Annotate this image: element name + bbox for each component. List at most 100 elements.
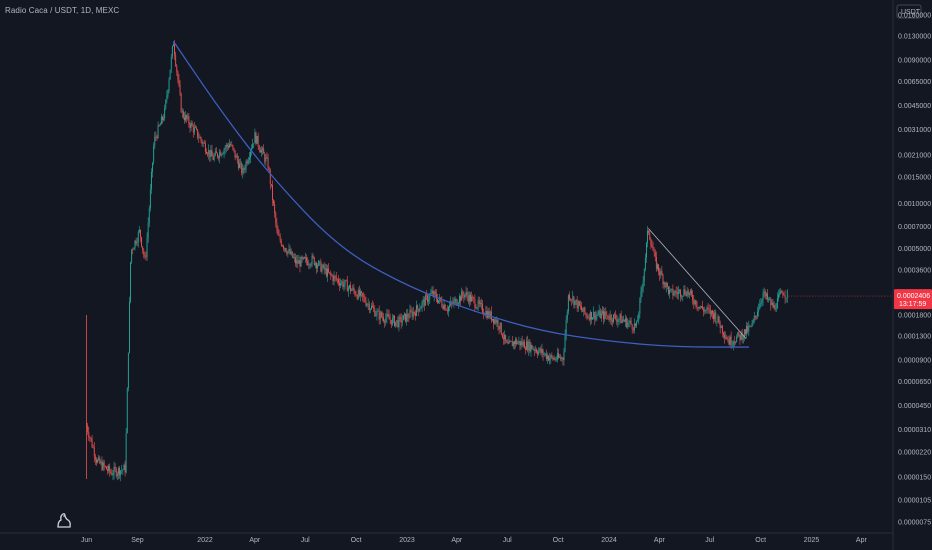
candle-body	[229, 144, 231, 148]
candle-body	[518, 340, 520, 343]
candle-body	[769, 299, 771, 300]
candle-body	[158, 125, 160, 126]
candle-body	[746, 325, 748, 335]
candle-body	[443, 304, 445, 309]
candle-body	[302, 257, 304, 259]
candle-body	[334, 275, 336, 277]
candle-body	[423, 299, 425, 306]
candle-body	[548, 355, 550, 361]
candle-body	[426, 295, 427, 296]
candle-body	[225, 144, 227, 149]
candle-body	[242, 168, 244, 174]
candle-body	[418, 308, 420, 312]
candle-body	[236, 155, 238, 161]
candle-body	[536, 349, 537, 353]
candle-body	[586, 315, 588, 318]
candle-body	[145, 256, 147, 258]
candle-body	[605, 311, 607, 316]
x-tick-label: 2025	[804, 537, 820, 544]
x-tick-label: Jul	[503, 537, 512, 544]
candle-body	[314, 263, 316, 265]
candle-body	[544, 353, 546, 355]
candle-body	[499, 322, 501, 330]
candle-body	[581, 306, 583, 310]
candle-body	[424, 295, 426, 306]
candle-body	[419, 308, 421, 312]
candle-body	[451, 301, 453, 303]
candle-body	[685, 294, 687, 296]
candle-body	[690, 290, 691, 293]
candle-body	[226, 144, 228, 147]
candle-body	[593, 312, 595, 318]
x-tick-label: Apr	[451, 537, 463, 544]
y-tick-label: 0.0000650	[898, 379, 931, 386]
candle-body	[614, 314, 616, 316]
candle-body	[262, 148, 264, 150]
candle-body	[675, 291, 677, 293]
candle-body	[563, 351, 565, 361]
candle-body	[342, 281, 344, 287]
candle-body	[463, 295, 465, 298]
candle-body	[406, 313, 408, 322]
candle-body	[279, 235, 281, 241]
y-tick-label: 0.0000220	[898, 449, 931, 456]
candle-body	[758, 309, 760, 312]
candle-body	[462, 291, 464, 296]
candle-body	[417, 305, 419, 309]
candle-body	[562, 357, 564, 361]
candle-body	[707, 307, 709, 309]
x-tick-label: Sep	[131, 537, 144, 544]
candle-body	[210, 150, 212, 158]
candle-body	[109, 465, 111, 472]
candle-body	[180, 93, 182, 113]
candle-body	[596, 315, 598, 316]
current-price-tag	[894, 289, 932, 310]
candle-body	[749, 325, 751, 327]
candle-body	[212, 156, 214, 160]
candle-body	[87, 425, 89, 432]
candle-body	[178, 79, 180, 85]
candle-body	[338, 279, 339, 283]
candle-body	[285, 248, 287, 252]
candle-body	[391, 317, 393, 325]
candle-body	[613, 314, 614, 322]
candle-body	[162, 116, 163, 120]
candle-body	[191, 123, 193, 126]
candle-body	[691, 290, 693, 295]
candle-body	[585, 313, 587, 316]
candle-body	[725, 337, 727, 338]
candle-body	[703, 308, 705, 312]
candle-body	[153, 146, 155, 163]
candle-body	[220, 151, 222, 156]
candle-body	[538, 350, 540, 355]
candle-body	[114, 466, 116, 469]
candle-body	[93, 447, 95, 457]
candle-body	[727, 339, 729, 341]
candle-body	[186, 115, 188, 119]
candle-body	[455, 298, 457, 306]
y-tick-label: 0.0015000	[898, 174, 931, 181]
candle-body	[188, 116, 190, 125]
candle-body	[505, 334, 507, 341]
candle-body	[378, 310, 380, 320]
candle-body	[459, 296, 460, 303]
candle-body	[276, 222, 278, 230]
candle-body	[319, 261, 321, 262]
candle-body	[542, 349, 544, 355]
candle-body	[564, 335, 566, 352]
candle-body	[90, 437, 92, 439]
candle-body	[268, 168, 270, 171]
candle-body	[748, 326, 750, 332]
candle-body	[131, 249, 133, 262]
candle-body	[369, 308, 371, 311]
symbol-title[interactable]: Radio Caca / USDT, 1D, MEXC	[5, 6, 120, 15]
candle-body	[116, 473, 118, 477]
candle-body	[200, 137, 202, 141]
candle-body	[99, 457, 101, 464]
candle-body	[380, 312, 382, 317]
candle-body	[517, 342, 519, 344]
candle-body	[716, 321, 718, 323]
tradingview-logo-icon[interactable]	[55, 511, 73, 529]
